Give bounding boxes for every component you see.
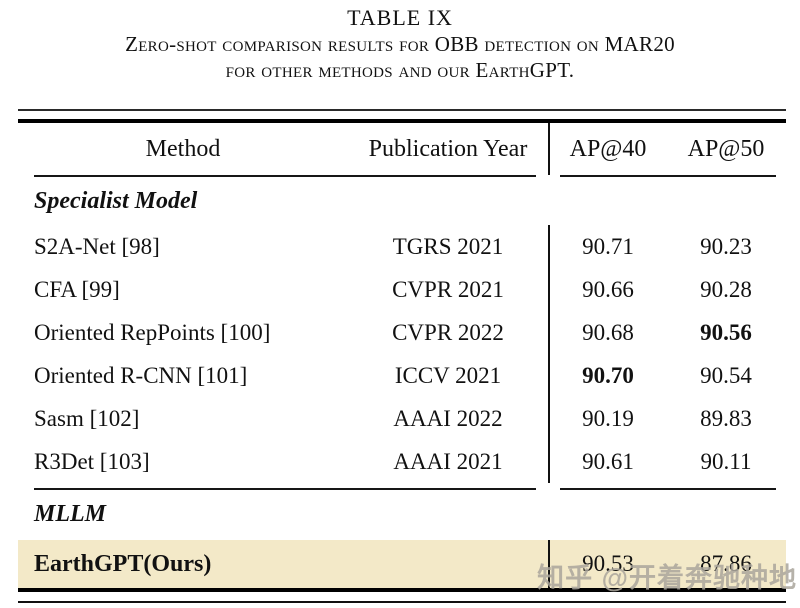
ap40-cell: 90.66: [548, 268, 666, 311]
table-number-title: TABLE IX: [347, 5, 453, 30]
ap50-cell: 90.23: [700, 233, 752, 259]
table-row: CFA [99] CVPR 2021 90.66 90.28: [18, 268, 786, 311]
table-row: Oriented RepPoints [100] CVPR 2022 90.68…: [18, 311, 786, 354]
method-cell: Oriented R-CNN [101]: [34, 362, 248, 388]
publication-year-cell: TGRS 2021: [392, 233, 504, 259]
publication-year-cell: AAAI 2022: [393, 405, 503, 431]
table-header-row: Method Publication Year AP@40 AP@50: [18, 123, 786, 175]
ap40-cell: 90.61: [548, 440, 666, 483]
ap40-cell: 90.19: [548, 397, 666, 440]
table-top-rule: [18, 109, 786, 123]
ap50-cell: 90.11: [700, 448, 752, 474]
section-heading-mllm: MLLM: [34, 500, 106, 527]
ap40-cell-best: 90.70: [548, 354, 666, 397]
ap50-cell: 90.28: [700, 276, 752, 302]
column-header-method: Method: [145, 135, 221, 162]
ap50-cell: 90.54: [700, 362, 752, 388]
mid-rule-right-segment: [560, 488, 776, 490]
header-underline-right-segment: [560, 175, 776, 177]
column-header-ap50: AP@50: [687, 135, 765, 162]
method-cell: Sasm [102]: [34, 405, 140, 431]
table-row: S2A-Net [98] TGRS 2021 90.71 90.23: [18, 225, 786, 268]
publication-year-cell: CVPR 2021: [392, 276, 504, 302]
method-cell: Oriented RepPoints [100]: [34, 319, 271, 345]
ap50-cell-best: 90.56: [700, 319, 752, 345]
ap50-cell-ours: 87.86: [700, 551, 752, 576]
ap40-cell-ours: 90.53: [548, 540, 666, 588]
ap40-cell: 90.68: [548, 311, 666, 354]
column-header-publication-year: Publication Year: [368, 135, 528, 162]
ap40-cell: 90.71: [548, 225, 666, 268]
method-cell: R3Det [103]: [34, 448, 150, 474]
table-row: Sasm [102] AAAI 2022 90.19 89.83: [18, 397, 786, 440]
mid-rule: [18, 488, 786, 490]
column-header-ap40: AP@40: [548, 123, 666, 175]
table-bottom-rule: [18, 588, 786, 603]
section-heading-specialist-model: Specialist Model: [34, 187, 198, 214]
table-caption-line-1: Zero-shot comparison results for OBB det…: [125, 32, 675, 56]
results-table: Method Publication Year AP@40 AP@50 Spec…: [18, 109, 786, 603]
method-cell-ours: EarthGPT(Ours): [34, 550, 212, 577]
table-row: Oriented R-CNN [101] ICCV 2021 90.70 90.…: [18, 354, 786, 397]
table-caption-line-2: for other methods and our EarthGPT.: [225, 58, 575, 82]
header-underline: [18, 175, 786, 177]
mid-rule-left-segment: [34, 488, 536, 490]
method-cell: CFA [99]: [34, 276, 120, 302]
method-cell: S2A-Net [98]: [34, 233, 160, 259]
table-row: R3Det [103] AAAI 2021 90.61 90.11: [18, 440, 786, 483]
publication-year-cell: ICCV 2021: [394, 362, 502, 388]
highlighted-ours-row: EarthGPT(Ours) 90.53 87.86: [18, 540, 786, 588]
publication-year-cell: AAAI 2021: [393, 448, 503, 474]
publication-year-cell: CVPR 2022: [392, 319, 504, 345]
publication-year-cell-ours: [348, 540, 548, 588]
header-underline-left-segment: [34, 175, 536, 177]
ap50-cell: 89.83: [700, 405, 752, 431]
